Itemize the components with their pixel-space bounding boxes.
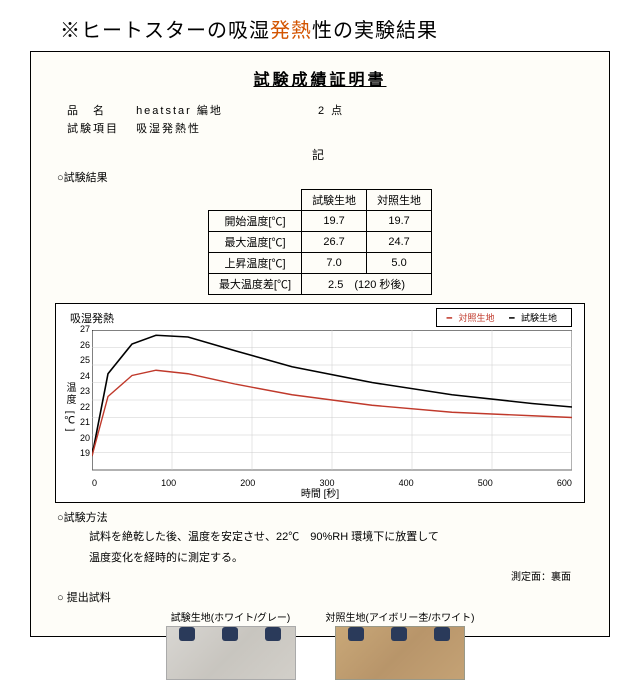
certificate-heading: 試験成績証明書 — [49, 66, 591, 90]
fabric-swatches: 試験生地(ホワイト/グレー) 対照生地(アイボリー杢/ホワイト) — [49, 609, 591, 685]
swatch-ref-label: 対照生地(アイボリー杢/ホワイト) — [326, 609, 475, 624]
swatch-test: 試験生地(ホワイト/グレー) — [166, 609, 296, 685]
measure-side: 測定面：裏面 — [49, 568, 571, 583]
x-axis-label: 時間 [秒] — [301, 485, 339, 500]
result-table: 試験生地対照生地 開始温度[℃]19.719.7 最大温度[℃]26.724.7… — [208, 189, 432, 295]
legend-test: ━ 試験生地 — [509, 313, 561, 323]
section-sample: ○ 提出試料 — [57, 589, 591, 605]
fabric-grey — [166, 626, 296, 680]
title-suffix: 性の実験結果 — [312, 20, 438, 42]
item-label: 試験項目 — [67, 120, 131, 136]
meta-item: 試験項目 吸湿発熱性 — [67, 120, 591, 136]
swatch-test-label: 試験生地(ホワイト/グレー) — [166, 609, 296, 624]
fabric-tan — [335, 626, 465, 680]
line-chart — [92, 330, 572, 475]
item-value: 吸湿発熱性 — [136, 123, 201, 135]
row-diff: 最大温度差[℃] — [208, 274, 301, 295]
legend-ref: ━ 対照生地 — [447, 313, 499, 323]
section-result: ○試験結果 — [57, 169, 591, 185]
name-label: 品 名 — [67, 102, 131, 118]
name-value: heatstar 編地 — [136, 105, 223, 117]
method-line2: 温度変化を経時的に測定する。 — [89, 550, 591, 567]
ki-heading: 記 — [49, 146, 591, 163]
col-test: 試験生地 — [302, 190, 367, 211]
row-start: 開始温度[℃] — [208, 211, 301, 232]
meta-name: 品 名 heatstar 編地 2 点 — [67, 102, 591, 118]
row-rise: 上昇温度[℃] — [208, 253, 301, 274]
title-highlight: 発熱 — [270, 20, 312, 42]
method-line1: 試料を絶乾した後、温度を安定させ、22℃ 90%RH 環境下に放置して — [89, 529, 591, 546]
points: 2 点 — [318, 105, 344, 117]
title-prefix: ※ヒートスターの吸湿 — [60, 20, 270, 42]
y-axis-label: 温度 [℃] — [62, 382, 77, 433]
row-max: 最大温度[℃] — [208, 232, 301, 253]
y-ticks: 272625242322212019 — [76, 324, 90, 464]
swatch-ref: 対照生地(アイボリー杢/ホワイト) — [326, 609, 475, 685]
certificate-document: 試験成績証明書 品 名 heatstar 編地 2 点 試験項目 吸湿発熱性 記… — [30, 51, 610, 637]
chart-container: 吸湿発熱 ━ 対照生地 ━ 試験生地 温度 [℃] 27262524232221… — [55, 303, 585, 503]
page-title: ※ヒートスターの吸湿発熱性の実験結果 — [0, 0, 640, 51]
chart-legend: ━ 対照生地 ━ 試験生地 — [436, 308, 572, 327]
section-method: ○試験方法 — [57, 509, 591, 525]
col-ref: 対照生地 — [367, 190, 432, 211]
